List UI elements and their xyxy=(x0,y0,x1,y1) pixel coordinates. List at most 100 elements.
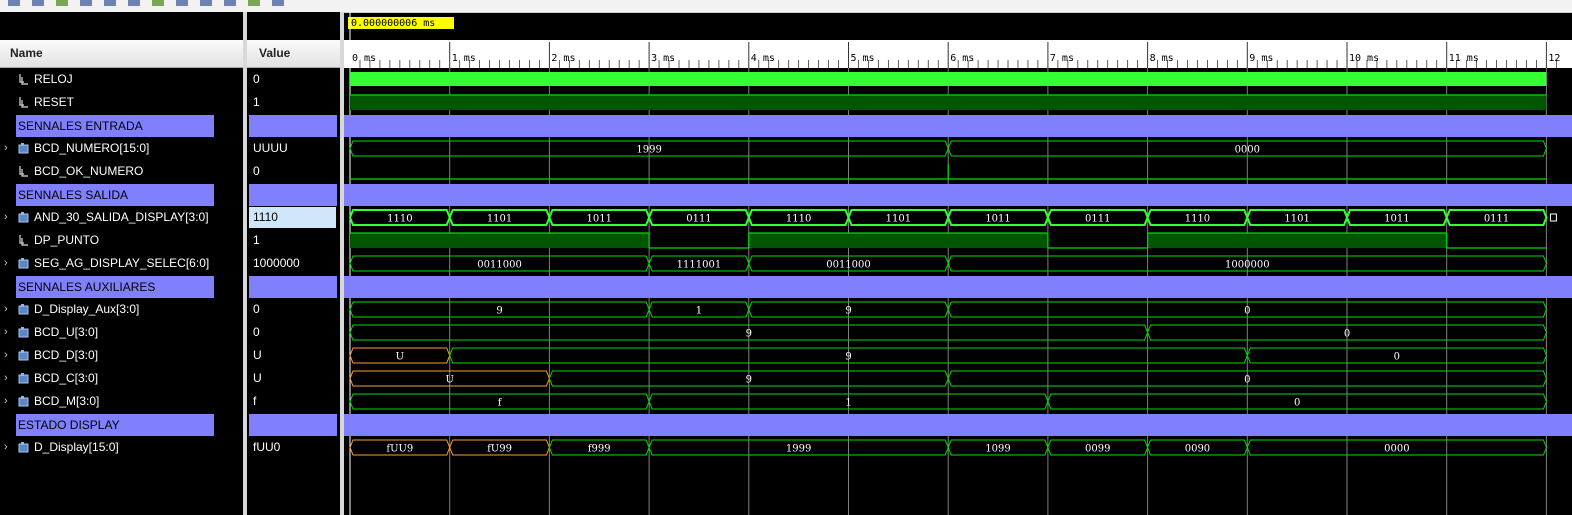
signal-row[interactable]: › BCD_U[3:0] xyxy=(0,321,243,344)
bus-value-label: 9 xyxy=(496,306,502,317)
value-row xyxy=(247,413,340,436)
signal-row[interactable]: › BCD_M[3:0] xyxy=(0,390,243,413)
waveform-row[interactable] xyxy=(344,276,1572,298)
value-row: 0 xyxy=(247,321,340,344)
signal-row[interactable]: › AND_30_SALIDA_DISPLAY[3:0] xyxy=(0,206,243,229)
waveform-row[interactable]: fUU9 fU99 f999 1999 1099 0099 0090 0000 xyxy=(349,439,1547,456)
bus-signal-icon xyxy=(18,396,29,407)
signal-row[interactable]: RESET xyxy=(0,91,243,114)
wave-splitter[interactable] xyxy=(340,12,344,515)
group-divider-label[interactable]: SENNALES ENTRADA xyxy=(16,115,214,137)
expand-caret-icon[interactable]: › xyxy=(4,372,8,384)
bit-high-fill xyxy=(1147,233,1447,248)
value-row: 0 xyxy=(247,298,340,321)
waveform-row[interactable] xyxy=(344,115,1572,137)
signal-row[interactable]: › BCD_D[3:0] xyxy=(0,344,243,367)
signal-row[interactable]: › D_Display_Aux[3:0] xyxy=(0,298,243,321)
waveform-row[interactable] xyxy=(344,184,1572,206)
signal-row[interactable]: SENNALES ENTRADA xyxy=(0,114,243,137)
bus-value-label: fU99 xyxy=(487,444,512,455)
time-ruler[interactable]: 0 ms 1 ms 2 ms 3 ms 4 ms 5 ms 6 ms 7 ms 8 ms 9 ms… xyxy=(344,40,1572,68)
value-row: fUU0 xyxy=(247,436,340,459)
bus-signal-icon xyxy=(18,258,29,269)
column-splitter[interactable] xyxy=(243,12,247,515)
value-header-label: Value xyxy=(259,46,291,60)
waveform-row[interactable] xyxy=(350,164,1547,180)
bus-value-label: 1 xyxy=(845,398,851,409)
goto-end-icon[interactable] xyxy=(248,0,260,6)
name-column-header[interactable]: Name xyxy=(0,40,243,68)
waveform-row[interactable]: 0011000 1111001 0011000 1000000 xyxy=(349,255,1547,272)
bus-segment xyxy=(1445,209,1548,226)
waveform-row[interactable] xyxy=(350,72,1547,86)
signal-value: UUUU xyxy=(253,141,288,155)
value-row xyxy=(247,114,340,137)
time-tick-label: 1 ms xyxy=(452,53,476,64)
signal-row[interactable]: ESTADO DISPLAY xyxy=(0,413,243,436)
bus-signal-icon xyxy=(18,373,29,384)
bus-end-marker xyxy=(1549,213,1557,222)
bus-value-label: U xyxy=(396,352,404,363)
prev-transition-icon[interactable] xyxy=(152,0,164,6)
signal-row[interactable]: › D_Display[15:0] xyxy=(0,436,243,459)
signal-value: U xyxy=(253,348,262,362)
waveform-row[interactable]: U 9 0 xyxy=(349,370,1547,387)
signal-row[interactable]: › SEG_AG_DISPLAY_SELEC[6:0] xyxy=(0,252,243,275)
signal-value: 1000000 xyxy=(253,256,300,270)
bus-value-label: 1999 xyxy=(786,444,811,455)
zoom-out-icon[interactable] xyxy=(80,0,92,6)
waveform-panel[interactable]: 0.000000006 ms 0 ms 1 ms 2 ms 3 ms 4 ms 5 ms 6 … xyxy=(344,12,1572,515)
signal-row[interactable]: DP_PUNTO xyxy=(0,229,243,252)
add-marker-icon[interactable] xyxy=(200,0,212,6)
snap-icon[interactable] xyxy=(272,0,284,6)
signal-row[interactable]: › BCD_NUMERO[15:0] xyxy=(0,137,243,160)
waveform-row[interactable]: 1999 0000 xyxy=(349,140,1547,157)
expand-caret-icon[interactable]: › xyxy=(4,395,8,407)
next-transition-icon[interactable] xyxy=(176,0,188,6)
group-wave-bar xyxy=(344,184,1572,206)
expand-caret-icon[interactable]: › xyxy=(4,303,8,315)
waveform-row[interactable] xyxy=(350,232,1547,249)
cursor-icon[interactable] xyxy=(32,0,44,6)
value-row xyxy=(247,275,340,298)
bit-high-fill xyxy=(350,95,1547,110)
waveform-row[interactable] xyxy=(350,94,1547,110)
value-column-header[interactable]: Value xyxy=(247,40,340,68)
waveform-row[interactable]: 1110 1101 1011 0111 1110 1101 1011 0111 1110 1101… xyxy=(348,209,1557,226)
waveform-row[interactable]: U 9 0 xyxy=(349,347,1547,364)
expand-caret-icon[interactable]: › xyxy=(4,326,8,338)
signal-row[interactable]: BCD_OK_NUMERO xyxy=(0,160,243,183)
group-divider-label[interactable]: ESTADO DISPLAY xyxy=(16,414,214,436)
waveform-row[interactable]: 9 1 9 0 xyxy=(349,301,1547,318)
zoom-fit-icon[interactable] xyxy=(104,0,116,6)
signal-value: 1 xyxy=(253,95,260,109)
signal-row[interactable]: SENNALES AUXILIARES xyxy=(0,275,243,298)
bus-value-label: 1011 xyxy=(985,214,1010,225)
signal-row[interactable]: RELOJ xyxy=(0,68,243,91)
signal-name: BCD_OK_NUMERO xyxy=(34,164,144,178)
group-value-bar xyxy=(249,414,337,436)
group-divider-label[interactable]: SENNALES AUXILIARES xyxy=(16,276,214,298)
expand-caret-icon[interactable]: › xyxy=(4,441,8,453)
expand-caret-icon[interactable]: › xyxy=(4,257,8,269)
expand-caret-icon[interactable]: › xyxy=(4,211,8,223)
waveform-row[interactable] xyxy=(344,414,1572,436)
bus-value-label: 1111001 xyxy=(677,260,722,271)
cursor-time-tag[interactable]: 0.000000006 ms xyxy=(348,17,454,29)
signal-row[interactable]: › BCD_C[3:0] xyxy=(0,367,243,390)
signal-row[interactable]: SENNALES SALIDA xyxy=(0,183,243,206)
signal-name: D_Display[15:0] xyxy=(34,440,119,454)
time-tick-label: 5 ms xyxy=(851,53,875,64)
waveform-row[interactable]: f 1 0 xyxy=(349,393,1547,410)
expand-caret-icon[interactable]: › xyxy=(4,349,8,361)
group-value-bar xyxy=(249,276,337,298)
swap-icon[interactable] xyxy=(224,0,236,6)
signal-value: 1110 xyxy=(249,207,336,228)
expand-caret-icon[interactable]: › xyxy=(4,142,8,154)
time-tick-label: 6 ms xyxy=(950,53,974,64)
zoom-icon[interactable] xyxy=(8,0,20,6)
marker-icon[interactable] xyxy=(56,0,68,6)
goto-start-icon[interactable] xyxy=(128,0,140,6)
group-divider-label[interactable]: SENNALES SALIDA xyxy=(16,184,214,206)
